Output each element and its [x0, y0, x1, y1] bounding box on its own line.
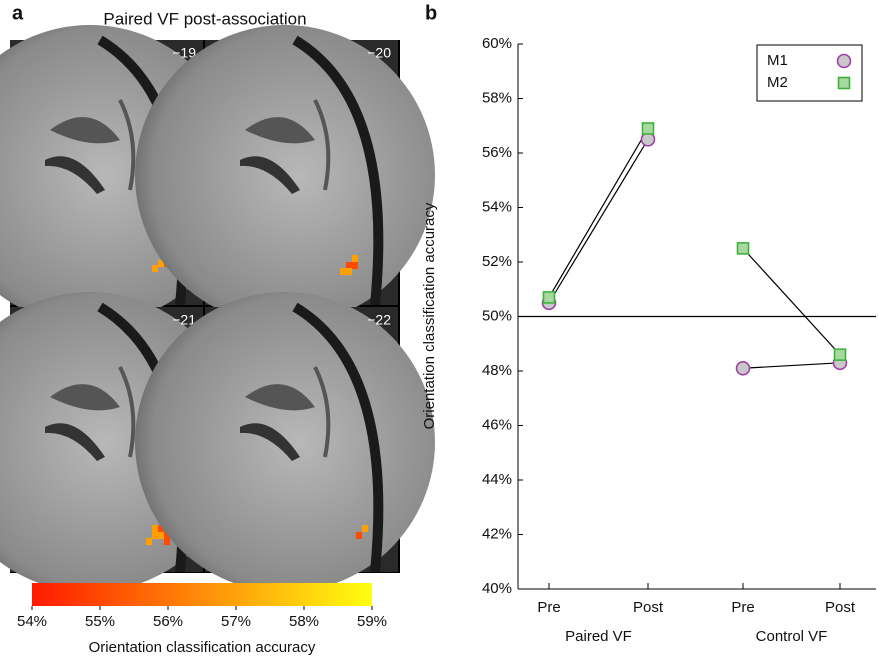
colorbar-tick-label: 59% [357, 613, 387, 630]
brain-slice: −22 [135, 292, 435, 592]
point [838, 55, 851, 68]
colorbar-label: Orientation classification accuracy [89, 639, 316, 656]
y-tick-label: 50% [482, 307, 512, 324]
point [738, 243, 749, 254]
y-tick-label: 58% [482, 89, 512, 106]
colorbar-tick-label: 54% [17, 613, 47, 630]
series-line [549, 139, 648, 303]
point [835, 349, 846, 360]
x-tick-label: Post [633, 599, 664, 616]
y-tick-label: 48% [482, 362, 512, 379]
voxel [346, 262, 352, 269]
voxel [152, 265, 158, 272]
x-tick-label: Pre [731, 599, 754, 616]
legend-label: M2 [767, 74, 788, 91]
series-line [743, 248, 840, 354]
voxel [158, 532, 164, 539]
point [544, 292, 555, 303]
panel-letter: b [425, 2, 437, 24]
voxel [152, 525, 158, 532]
y-tick-label: 52% [482, 253, 512, 270]
colorbar-tick-label: 57% [221, 613, 251, 630]
series-line [549, 128, 648, 297]
point [642, 133, 655, 146]
voxel [356, 532, 362, 539]
group-label: Paired VF [565, 628, 632, 645]
voxel [346, 268, 352, 275]
voxel [340, 268, 346, 275]
colorbar-tick-label: 58% [289, 613, 319, 630]
slice-label: −22 [367, 312, 391, 328]
y-tick-label: 60% [482, 35, 512, 52]
y-tick-label: 46% [482, 416, 512, 433]
y-tick-label: 54% [482, 198, 512, 215]
y-tick-label: 44% [482, 471, 512, 488]
colorbar-tick-label: 55% [85, 613, 115, 630]
point [839, 78, 850, 89]
brain-slice: −20 [135, 25, 435, 325]
y-tick-label: 42% [482, 525, 512, 542]
slice-label: −20 [367, 45, 391, 61]
voxel [164, 538, 170, 545]
legend-label: M1 [767, 52, 788, 69]
panel-letter: a [12, 2, 24, 24]
x-tick-label: Pre [537, 599, 560, 616]
x-tick-label: Post [825, 599, 856, 616]
voxel [352, 255, 358, 262]
voxel [352, 262, 358, 269]
colorbar [32, 583, 372, 606]
y-tick-label: 56% [482, 144, 512, 161]
point [737, 362, 750, 375]
y-axis-label: Orientation classification accuracy [421, 202, 438, 429]
point [643, 123, 654, 134]
figure: a b Paired VF post-association −19−20−21… [0, 0, 878, 658]
group-label: Control VF [756, 628, 828, 645]
voxel [146, 538, 152, 545]
voxel [152, 532, 158, 539]
series-line [743, 363, 840, 368]
y-tick-label: 40% [482, 580, 512, 597]
colorbar-tick-label: 56% [153, 613, 183, 630]
voxel [362, 525, 368, 532]
